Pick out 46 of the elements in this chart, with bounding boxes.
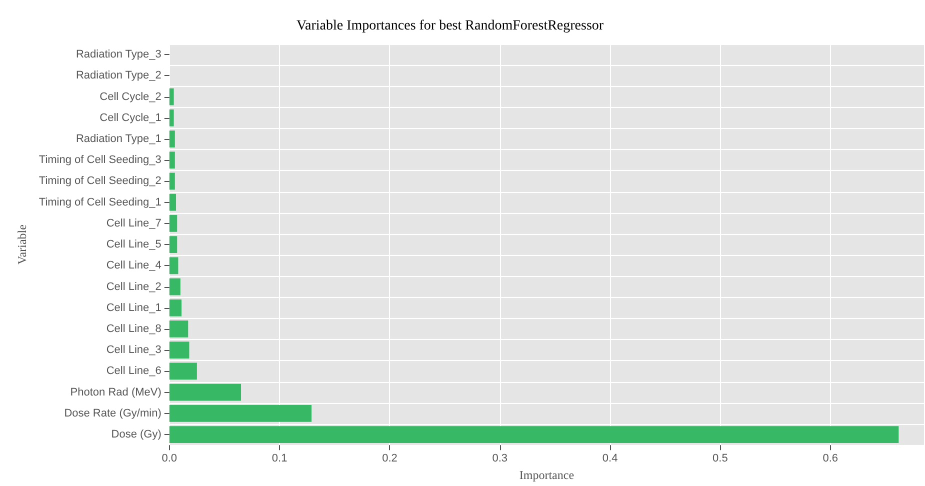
y-tick-label: Cell Line_8: [106, 322, 162, 335]
y-tick-label: Cell Line_3: [106, 344, 162, 356]
y-tick-label: Cell Cycle_1: [100, 112, 162, 124]
bar: [169, 342, 190, 359]
x-axis-title: Importance: [519, 468, 574, 482]
bar: [169, 257, 178, 274]
bar: [169, 109, 174, 126]
y-tick-label: Cell Line_4: [106, 260, 162, 272]
bar: [169, 426, 899, 443]
y-axis-title: Variable: [15, 224, 29, 265]
y-tick-label: Dose Rate (Gy/min): [64, 407, 162, 420]
y-tick-label: Dose (Gy): [111, 428, 162, 441]
y-tick-label: Timing of Cell Seeding_3: [38, 154, 162, 166]
bar: [169, 384, 241, 401]
bar: [169, 320, 188, 338]
y-tick-label: Timing of Cell Seeding_1: [38, 196, 162, 208]
x-tick-label: 0.2: [382, 452, 398, 465]
bar: [169, 194, 176, 211]
bar: [169, 152, 175, 169]
bar: [169, 299, 182, 316]
x-tick-label: 0.6: [822, 452, 838, 465]
y-tick-label: Cell Line_1: [106, 302, 162, 314]
y-tick-label: Radiation Type_2: [76, 70, 162, 82]
y-tick-label: Cell Line_2: [106, 280, 162, 293]
bar: [169, 172, 175, 190]
y-tick-label: Radiation Type_1: [76, 132, 162, 145]
y-tick-label: Radiation Type_3: [76, 48, 162, 61]
bar: [169, 236, 178, 253]
x-tick-label: 0.0: [162, 452, 178, 465]
x-tick-label: 0.3: [492, 452, 508, 465]
y-tick-label: Photon Rad (MeV): [70, 386, 162, 398]
bar: [169, 404, 312, 422]
y-tick-label: Cell Line_5: [106, 238, 162, 251]
y-tick-label: Timing of Cell Seeding_2: [38, 175, 162, 188]
y-tick-label: Cell Line_6: [106, 365, 162, 378]
x-tick-label: 0.5: [712, 452, 728, 465]
bar: [169, 214, 178, 232]
x-tick-label: 0.1: [272, 452, 288, 465]
bar: [169, 88, 174, 106]
chart-title: Variable Importances for best RandomForestRegressor: [296, 18, 604, 34]
y-tick-label: Cell Line_7: [106, 217, 162, 230]
bar: [169, 362, 197, 380]
y-tick-label: Cell Cycle_2: [100, 90, 162, 103]
x-tick-label: 0.4: [602, 452, 618, 465]
bar: [169, 278, 180, 296]
bar: [169, 130, 175, 148]
